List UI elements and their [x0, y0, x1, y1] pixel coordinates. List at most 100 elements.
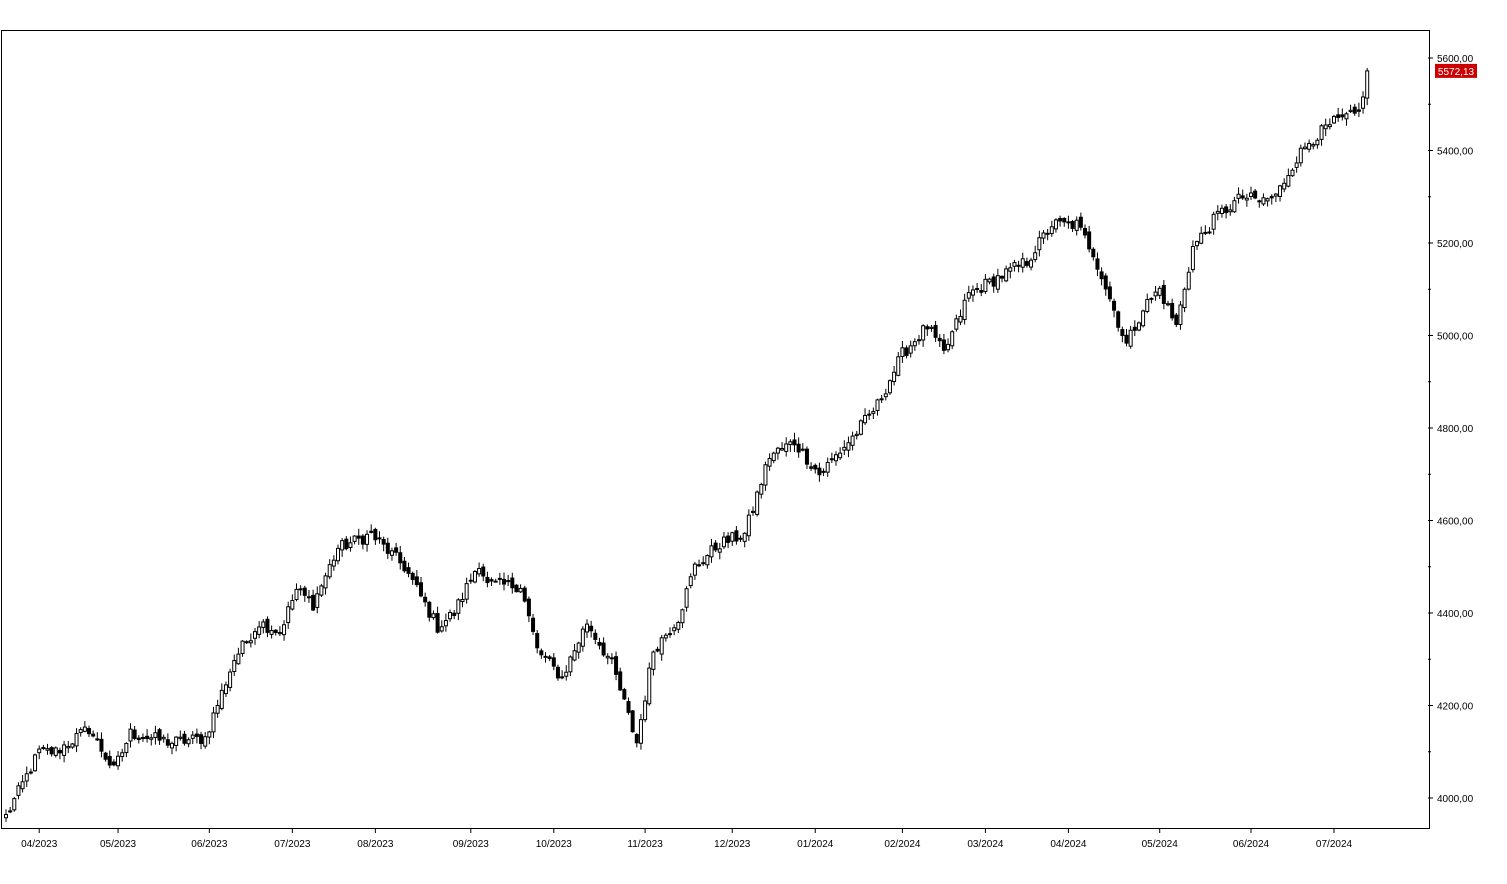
candle — [1195, 240, 1200, 250]
candle-body — [593, 632, 598, 640]
candle — [439, 620, 444, 633]
candle-body — [74, 733, 79, 747]
candle-body — [1004, 268, 1009, 282]
candle — [132, 725, 137, 741]
candle-body — [804, 448, 809, 465]
x-axis: 04/2023 05/2023 06/2023 07/2023 08/2023 09/20… — [21, 828, 1353, 850]
candle-body — [867, 413, 872, 416]
candle-body — [1041, 232, 1046, 239]
candle — [203, 731, 208, 749]
candle — [306, 589, 311, 603]
candle — [692, 561, 697, 580]
candle-body — [842, 446, 847, 451]
candle-body — [614, 656, 619, 675]
candle — [211, 706, 216, 739]
candle-body — [970, 289, 975, 296]
candle-body — [20, 781, 25, 790]
candle — [53, 746, 58, 758]
candle-body — [547, 656, 552, 659]
candle — [398, 545, 403, 570]
candle — [892, 366, 897, 386]
candle-body — [987, 278, 992, 283]
candle — [1037, 230, 1042, 257]
candle-body — [713, 542, 718, 551]
x-tick-label: 09/2023 — [453, 839, 490, 850]
candle — [1008, 263, 1013, 279]
last-price-marker: 5572,13 — [1435, 63, 1477, 78]
candle-body — [751, 510, 755, 513]
candle-body — [817, 467, 822, 476]
candle-body — [257, 626, 262, 635]
candle-body — [692, 563, 697, 576]
candle-series — [4, 67, 1370, 822]
candle — [1203, 225, 1208, 236]
candle-body — [834, 454, 838, 462]
candle-body — [302, 587, 307, 596]
y-tick-label: 5600,00 — [1437, 54, 1474, 65]
candle — [87, 725, 91, 738]
y-tick-label: 5400,00 — [1437, 147, 1474, 158]
candle-body — [315, 593, 320, 608]
candle-body — [389, 550, 394, 556]
candle-body — [468, 579, 473, 582]
candle — [1344, 111, 1349, 126]
candle — [149, 734, 154, 746]
candle-body — [672, 627, 677, 632]
candle-body — [178, 736, 183, 739]
candle-body — [456, 599, 461, 614]
candle — [1278, 184, 1283, 202]
candle — [721, 531, 726, 550]
candle — [1029, 257, 1034, 271]
candle — [1033, 245, 1038, 263]
candle — [1078, 212, 1083, 231]
candle — [933, 320, 938, 342]
candle — [1257, 199, 1262, 208]
candle-body — [128, 728, 133, 742]
candle — [846, 436, 851, 458]
candle-body — [1087, 231, 1092, 250]
candle-body — [464, 583, 469, 600]
candle — [896, 351, 901, 377]
candle-body — [435, 613, 440, 633]
candle-body — [1319, 125, 1324, 140]
candle — [829, 452, 834, 464]
candle-body — [452, 612, 457, 616]
candle-body — [771, 452, 776, 462]
candle — [987, 277, 992, 285]
candle — [381, 536, 386, 552]
candle — [1261, 193, 1266, 206]
candle — [286, 601, 291, 629]
candle — [1045, 228, 1050, 241]
candle-body — [950, 331, 955, 347]
candle-body — [535, 633, 540, 649]
candle — [232, 654, 237, 676]
candle — [99, 732, 104, 758]
x-tick-label: 02/2024 — [884, 839, 921, 850]
candle-body — [481, 566, 486, 577]
candle-body — [1132, 326, 1137, 331]
candle — [614, 651, 619, 681]
candle — [1141, 309, 1146, 328]
candle — [551, 653, 556, 671]
candle-body — [1294, 162, 1299, 168]
candle-body — [49, 747, 54, 755]
candle — [161, 734, 166, 743]
candle-body — [1215, 210, 1220, 214]
candle — [1132, 320, 1137, 337]
candle — [970, 285, 975, 302]
candle — [1236, 187, 1241, 204]
candle — [705, 554, 710, 569]
candle-body — [809, 466, 814, 469]
candle-body — [755, 491, 760, 515]
candle-body — [219, 689, 224, 709]
candle — [170, 741, 174, 755]
candle — [1332, 114, 1336, 125]
candle-body — [1190, 245, 1195, 271]
candle-body — [41, 747, 46, 750]
candle-body — [124, 742, 129, 754]
candle-body — [286, 606, 291, 624]
candle-body — [958, 315, 963, 323]
candle-body — [443, 620, 448, 627]
candle — [618, 667, 623, 691]
candle-body — [904, 347, 909, 356]
